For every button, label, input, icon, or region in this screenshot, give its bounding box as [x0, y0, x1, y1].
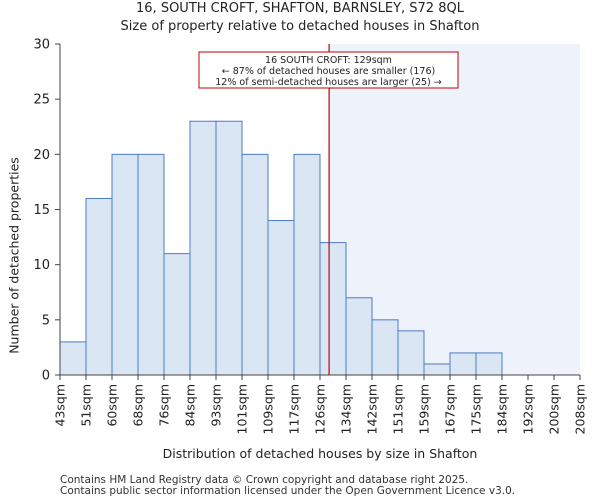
x-tick-label: 60sqm [105, 384, 120, 427]
x-tick-label: 126sqm [313, 384, 328, 434]
x-tick-label: 43sqm [53, 384, 68, 427]
annotation-text-line: ← 87% of detached houses are smaller (17… [222, 66, 435, 77]
y-tick-label: 5 [42, 313, 50, 328]
x-tick-label: 175sqm [469, 384, 484, 434]
annotation-box [198, 51, 459, 89]
chart-title: 16, SOUTH CROFT, SHAFTON, BARNSLEY, S72 … [136, 1, 464, 16]
y-tick-label: 25 [33, 93, 50, 108]
histogram-bar [85, 197, 113, 376]
x-tick-label: 109sqm [261, 384, 276, 434]
y-tick-label: 20 [33, 148, 50, 163]
x-tick-label: 68sqm [131, 384, 146, 427]
annotation-text-line: 16 SOUTH CROFT: 129sqm [265, 55, 392, 66]
x-tick-label: 93sqm [209, 384, 224, 427]
histogram-bar [163, 253, 191, 376]
x-tick-label: 134sqm [339, 384, 354, 434]
histogram-bar [397, 330, 425, 376]
histogram-bar [371, 319, 399, 376]
histogram-bar [423, 363, 451, 376]
x-tick-label: 142sqm [365, 384, 380, 434]
x-tick-label: 167sqm [443, 384, 458, 434]
histogram-bar [449, 352, 477, 376]
y-tick-label: 30 [33, 38, 50, 53]
histogram-bar [59, 341, 87, 376]
x-tick-label: 101sqm [235, 384, 250, 434]
histogram-bar [293, 153, 321, 376]
y-axis-label: Number of detached properties [6, 157, 22, 354]
x-tick-label: 159sqm [417, 384, 432, 434]
x-tick-label: 51sqm [79, 384, 94, 427]
x-tick-label: 117sqm [287, 384, 302, 434]
histogram-bar [137, 153, 165, 376]
histogram-bar [267, 220, 295, 376]
x-tick-label: 84sqm [183, 384, 198, 427]
histogram-bar [215, 120, 243, 376]
footer-line-1: Contains HM Land Registry data © Crown c… [60, 474, 469, 486]
x-tick-label: 208sqm [573, 384, 588, 434]
histogram-bar [345, 297, 373, 376]
x-axis-label: Distribution of detached houses by size … [162, 446, 478, 461]
x-tick-label: 184sqm [495, 384, 510, 434]
x-tick-label: 200sqm [547, 384, 562, 434]
y-tick-label: 15 [33, 203, 50, 218]
histogram-bar [241, 153, 269, 376]
x-tick-label: 151sqm [391, 384, 406, 434]
histogram-bar [189, 120, 217, 376]
y-tick-label: 10 [33, 258, 50, 273]
x-tick-label: 76sqm [157, 384, 172, 427]
chart-subtitle: Size of property relative to detached ho… [120, 19, 480, 34]
histogram-bar [111, 153, 139, 376]
footer-line-2: Contains public sector information licen… [60, 485, 516, 497]
histogram-bar [319, 242, 347, 376]
y-tick-label: 0 [42, 369, 50, 384]
annotation-text-line: 12% of semi-detached houses are larger (… [215, 77, 442, 88]
x-tick-label: 192sqm [521, 384, 536, 434]
histogram-bar [475, 352, 503, 376]
